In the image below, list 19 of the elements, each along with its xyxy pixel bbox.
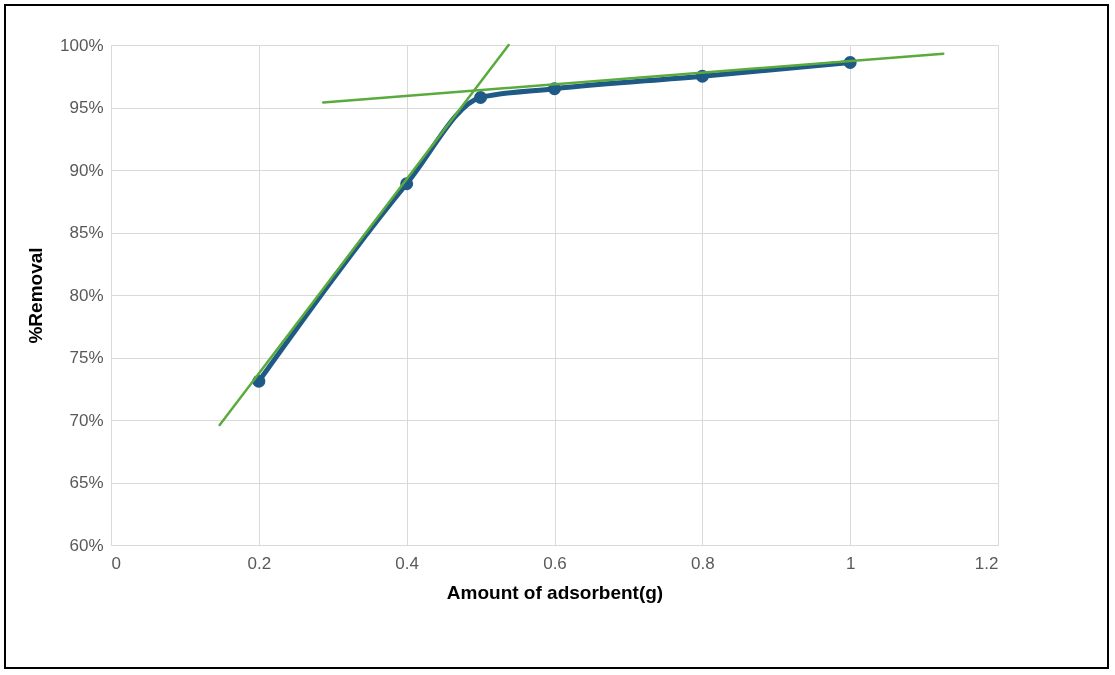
x-tick-label: 0.4 <box>395 553 419 573</box>
x-tick-label: 0.6 <box>543 553 567 573</box>
x-tick-label: 0 <box>111 553 121 573</box>
x-tick-label: 0.8 <box>691 553 715 573</box>
y-tick-label: 100% <box>60 35 104 55</box>
x-tick-label: 1 <box>845 553 856 573</box>
y-tick-label: 90% <box>69 160 104 180</box>
y-tick-label: 70% <box>69 410 104 430</box>
point <box>474 90 488 105</box>
y-tick-label: 95% <box>69 98 104 117</box>
x-axis-title: Amount of adsorbent(g) <box>446 581 664 603</box>
x-tick-label: 1.2 <box>974 553 999 573</box>
x-tick-label: 0.2 <box>247 553 272 573</box>
y-tick-label: 65% <box>69 473 104 492</box>
y-tick-label: 75% <box>69 348 104 367</box>
y-tick-label: 80% <box>69 285 104 305</box>
y-tick-label: 60% <box>69 535 104 555</box>
y-axis-title: %Removal <box>25 247 47 344</box>
y-tick-label: 85% <box>69 223 104 242</box>
